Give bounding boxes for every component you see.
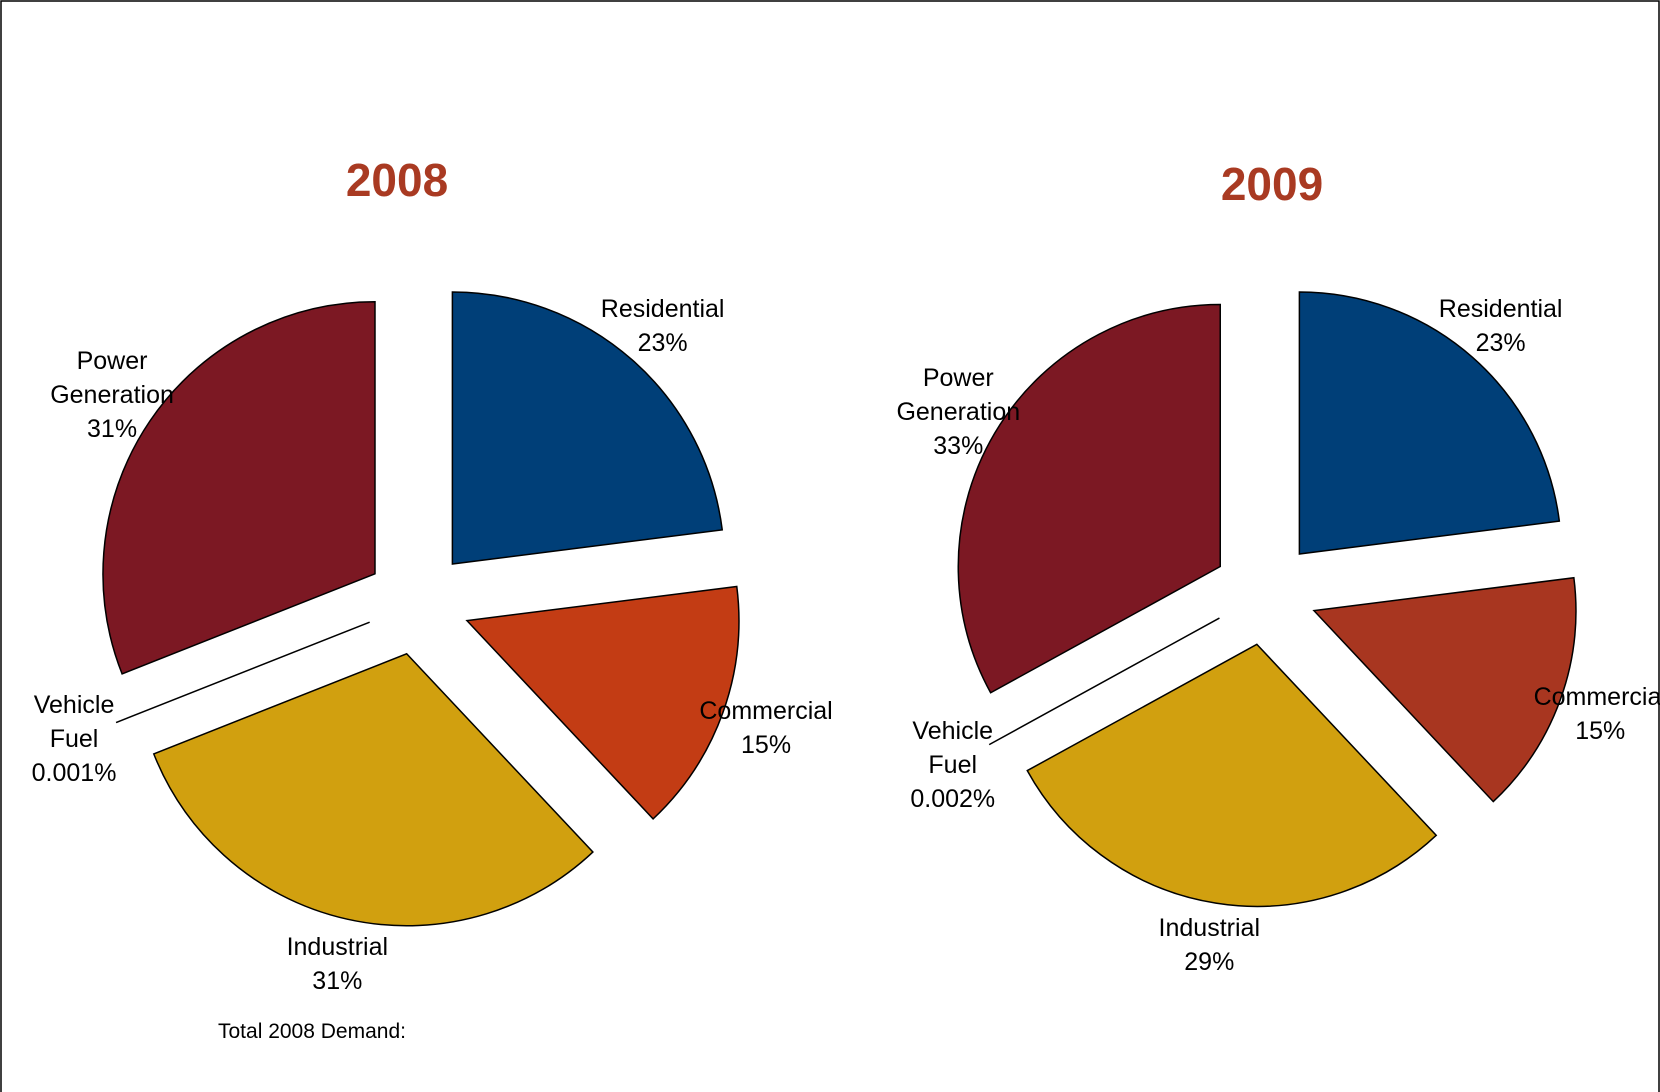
pie-slice xyxy=(1298,291,1561,555)
category-label: Residential xyxy=(1438,294,1563,323)
slice-label: Residential 23% xyxy=(601,292,725,360)
slice-label: Power Generation 31% xyxy=(50,344,174,446)
category-label: Power Generation xyxy=(50,347,174,410)
pie-slice xyxy=(115,621,370,724)
slice-label: Vehicle Fuel 0.001% xyxy=(32,688,117,790)
pie-slice xyxy=(957,303,1221,694)
value-label: 29% xyxy=(1184,947,1235,976)
pie-slice xyxy=(102,301,376,675)
pie-slice xyxy=(465,585,740,820)
pie-slice xyxy=(988,617,1220,746)
pie-slice xyxy=(451,291,724,565)
chart-title: 2008 xyxy=(345,154,449,206)
category-label: Industrial xyxy=(1158,913,1261,942)
value-label: 33% xyxy=(933,431,984,460)
slice-label: Industrial 31% xyxy=(287,930,388,998)
slice-label: Residential 23% xyxy=(1439,292,1563,360)
chart-title: 2009 xyxy=(1220,158,1324,210)
value-label: 31% xyxy=(87,415,138,444)
pie-slice xyxy=(1312,576,1577,803)
category-label: Power Generation xyxy=(896,363,1021,426)
value-label: 31% xyxy=(312,967,363,995)
value-label: 23% xyxy=(1475,328,1526,357)
category-label: Commercial xyxy=(1533,682,1660,711)
pie-slice xyxy=(152,652,594,927)
value-label: 23% xyxy=(637,328,688,357)
slice-label: Vehicle Fuel 0.002% xyxy=(910,714,995,816)
slice-label: Industrial 29% xyxy=(1159,911,1260,979)
slice-label: Commercial 15% xyxy=(1534,680,1660,748)
category-label: Commercial xyxy=(699,697,833,726)
category-label: Vehicle Fuel xyxy=(912,716,994,779)
category-label: Residential xyxy=(600,294,725,323)
category-label: Industrial xyxy=(286,933,389,961)
slice-label: Commercial 15% xyxy=(699,694,832,762)
value-label: 15% xyxy=(1575,716,1626,745)
value-label: 15% xyxy=(741,731,792,760)
value-label: 0.001% xyxy=(31,759,117,788)
pie-slice xyxy=(1026,643,1438,908)
slice-label: Power Generation 33% xyxy=(896,361,1020,463)
value-label: 0.002% xyxy=(910,784,996,813)
annotation: Total 2008 Demand: xyxy=(218,1020,406,1043)
category-label: Vehicle Fuel xyxy=(33,691,115,754)
